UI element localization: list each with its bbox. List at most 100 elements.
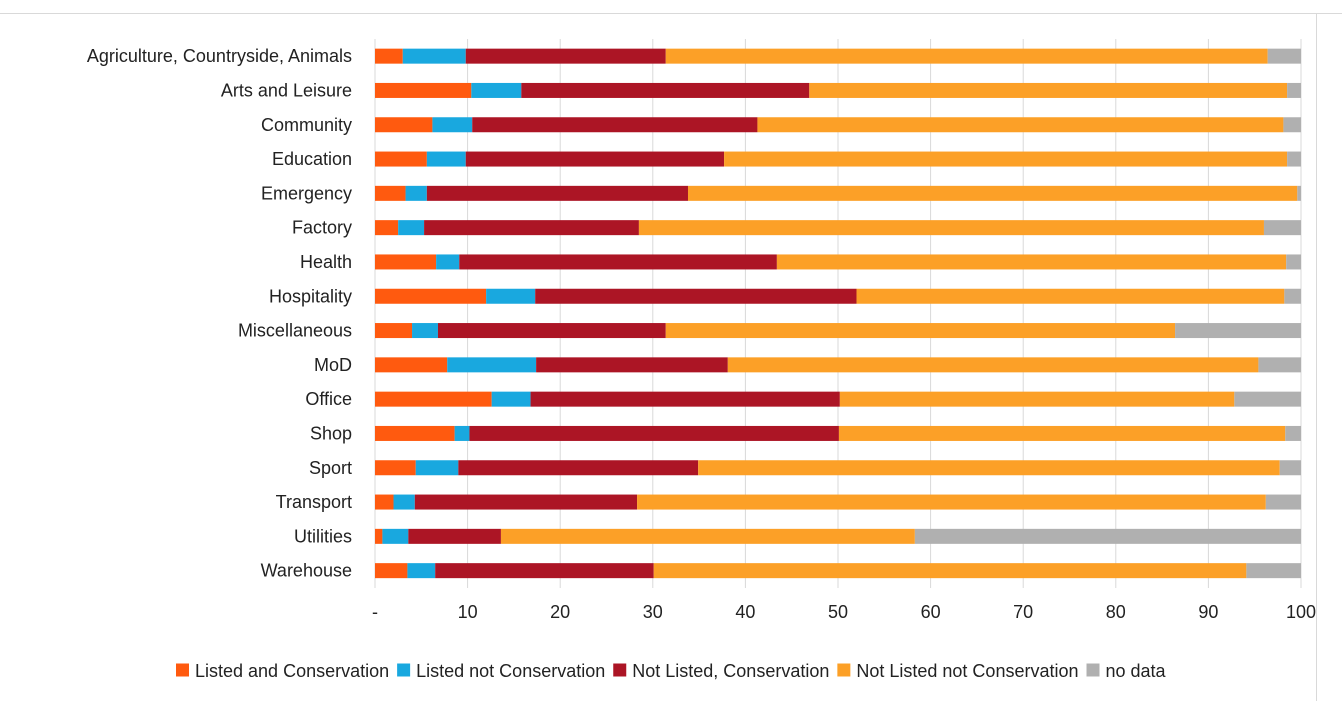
bar-segment <box>653 563 1247 579</box>
x-tick-label: 80 <box>1106 602 1126 622</box>
bar-segment <box>530 391 840 407</box>
bar-segment <box>535 288 857 304</box>
chart-frame-top <box>0 13 1342 14</box>
bar-segment <box>458 460 699 476</box>
bar-segment <box>1246 563 1301 579</box>
bar-segment <box>375 254 437 270</box>
bar-segment <box>1267 48 1301 64</box>
bar-segment <box>465 48 666 64</box>
legend-swatch <box>1086 663 1100 677</box>
bar-segment <box>486 288 536 304</box>
bar-segment <box>426 185 688 201</box>
bar-segment <box>375 357 448 373</box>
bar-segment <box>471 82 522 98</box>
bar-segment <box>414 494 638 510</box>
category-label: Factory <box>292 218 352 238</box>
bar-segment <box>1283 117 1301 133</box>
category-label: Health <box>300 252 352 272</box>
category-label: Shop <box>310 423 352 443</box>
bar-segment <box>1287 82 1301 98</box>
x-tick-label: 70 <box>1013 602 1033 622</box>
bar-segment <box>1286 254 1301 270</box>
bar-segment <box>375 494 394 510</box>
x-tick-label: 10 <box>458 602 478 622</box>
bar-segment <box>447 357 537 373</box>
bar-segment <box>727 357 1259 373</box>
bar-segment <box>1287 151 1301 167</box>
bar-segment <box>1258 357 1301 373</box>
bar-segment <box>415 460 459 476</box>
bar-segment <box>375 425 455 441</box>
x-tick-label: 30 <box>643 602 663 622</box>
bar-segment <box>839 391 1235 407</box>
category-label: Hospitality <box>269 286 352 306</box>
bar-segment <box>465 151 725 167</box>
bar-segment <box>408 528 501 544</box>
bar-segment <box>375 82 472 98</box>
bar-segment <box>1297 185 1301 201</box>
category-label: MoD <box>314 355 352 375</box>
bar-segment <box>375 185 406 201</box>
category-label: Utilities <box>294 526 352 546</box>
bar-segment <box>375 391 492 407</box>
bar-segment <box>459 254 777 270</box>
bar-segment <box>432 117 473 133</box>
bar-segment <box>375 528 383 544</box>
bar-segment <box>698 460 1280 476</box>
x-tick-label: 60 <box>921 602 941 622</box>
bar-segment <box>491 391 531 407</box>
bar-segment <box>426 151 466 167</box>
bar-segment <box>914 528 1301 544</box>
category-label: Office <box>305 389 352 409</box>
category-label: Agriculture, Countryside, Animals <box>87 46 352 66</box>
bar-segment <box>375 323 413 339</box>
bar-segment <box>1265 494 1301 510</box>
x-tick-label: 100 <box>1286 602 1316 622</box>
category-label: Transport <box>276 492 352 512</box>
category-label: Miscellaneous <box>238 321 352 341</box>
bar-segment <box>838 425 1286 441</box>
bar-segment <box>424 220 639 236</box>
bar-segment <box>393 494 415 510</box>
legend-label: no data <box>1106 661 1167 681</box>
bar-segment <box>469 425 839 441</box>
x-tick-label: - <box>372 602 378 622</box>
bar-segment <box>472 117 758 133</box>
bar-segment <box>375 288 487 304</box>
bar-segment <box>809 82 1288 98</box>
chart-frame-right <box>1316 13 1317 701</box>
bar-segment <box>1279 460 1301 476</box>
bar-segment <box>724 151 1288 167</box>
bar-segment <box>375 563 408 579</box>
category-label: Education <box>272 149 352 169</box>
bar-segment <box>1284 288 1301 304</box>
bar-segment <box>407 563 436 579</box>
bar-segment <box>637 494 1266 510</box>
legend-label: Not Listed not Conservation <box>856 661 1078 681</box>
legend-swatch <box>176 663 189 677</box>
bar-segment <box>638 220 1264 236</box>
category-label: Arts and Leisure <box>221 80 352 100</box>
bar-segment <box>398 220 425 236</box>
bar-segment <box>435 563 654 579</box>
bars <box>375 48 1301 579</box>
bar-segment <box>382 528 409 544</box>
legend-label: Not Listed, Conservation <box>632 661 829 681</box>
bar-segment <box>1234 391 1301 407</box>
x-tick-label: 50 <box>828 602 848 622</box>
bar-segment <box>454 425 470 441</box>
category-label: Sport <box>309 458 352 478</box>
bar-segment <box>776 254 1287 270</box>
x-tick-label: 20 <box>550 602 570 622</box>
bar-segment <box>665 323 1176 339</box>
bar-segment <box>375 117 433 133</box>
legend-label: Listed and Conservation <box>195 661 389 681</box>
bar-segment <box>536 357 728 373</box>
x-tick-labels: - 10 20 30 40 50 60 70 80 90 100 <box>372 602 1316 622</box>
legend-swatch <box>613 663 627 677</box>
category-label: Community <box>261 115 352 135</box>
bar-segment <box>375 460 416 476</box>
x-tick-label: 90 <box>1198 602 1218 622</box>
